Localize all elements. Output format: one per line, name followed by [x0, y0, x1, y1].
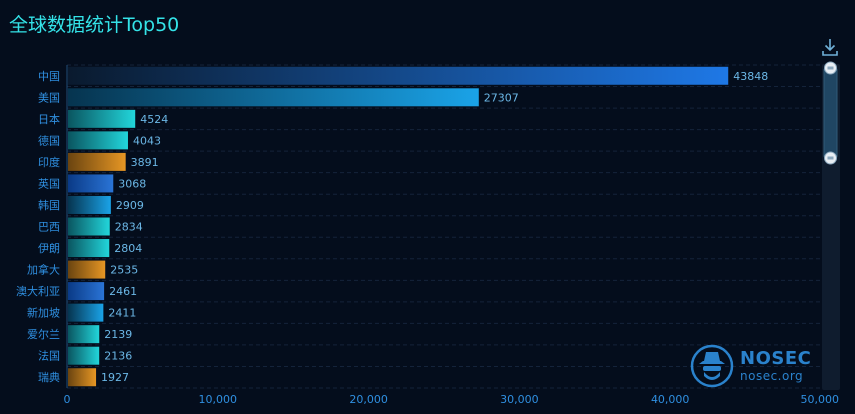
bar[interactable]	[68, 152, 126, 171]
nosec-watermark: NOSEC nosec.org	[690, 344, 812, 390]
bar[interactable]	[68, 325, 100, 344]
zoom-handle-grip	[827, 156, 834, 160]
data-label: 4524	[140, 113, 168, 126]
data-label: 2411	[108, 307, 136, 320]
bar[interactable]	[68, 174, 114, 193]
bar[interactable]	[68, 239, 110, 258]
data-labels: 43848 27307 4524 4043 3891 3068 2909 2834 2804 25…	[101, 70, 768, 384]
y-tick-label: 韩国	[38, 198, 60, 212]
x-tick-label: 40,000	[651, 393, 690, 406]
watermark-url: nosec.org	[740, 369, 804, 383]
chart-title: 全球数据统计Top50	[9, 14, 180, 36]
bars	[68, 66, 729, 387]
data-label: 2139	[104, 328, 132, 341]
y-tick-label: 爱尔兰	[27, 328, 60, 341]
x-axis: 0 10,000 20,000 30,000 40,000 50,000	[64, 393, 840, 406]
data-label: 27307	[484, 91, 519, 104]
bar[interactable]	[68, 260, 106, 279]
bar[interactable]	[68, 346, 100, 365]
y-tick-label: 法国	[38, 349, 60, 363]
y-tick-label: 中国	[38, 70, 60, 83]
data-label: 2909	[116, 199, 144, 212]
y-tick-label: 英国	[38, 176, 60, 190]
bar[interactable]	[68, 303, 104, 322]
y-tick-label: 加拿大	[27, 263, 60, 277]
bar[interactable]	[68, 131, 128, 150]
y-tick-label: 伊朗	[38, 242, 60, 255]
data-label: 43848	[733, 70, 768, 83]
x-tick-label: 0	[64, 393, 71, 406]
bar[interactable]	[68, 88, 479, 107]
y-tick-label: 美国	[38, 91, 60, 104]
bar[interactable]	[68, 66, 729, 85]
x-tick-label: 30,000	[500, 393, 539, 406]
bar[interactable]	[68, 217, 110, 236]
zoom-handle-grip	[827, 66, 834, 70]
data-label: 2535	[110, 264, 138, 277]
y-tick-label: 日本	[38, 112, 60, 126]
data-label: 1927	[101, 371, 129, 384]
y-tick-label: 新加坡	[27, 306, 60, 320]
bar[interactable]	[68, 109, 136, 128]
x-tick-label: 50,000	[801, 393, 840, 406]
y-tick-label: 德国	[38, 133, 60, 147]
x-tick-label: 10,000	[199, 393, 238, 406]
download-icon[interactable]	[821, 37, 839, 57]
data-label: 3068	[118, 177, 146, 190]
data-label: 2136	[104, 350, 132, 363]
y-tick-label: 印度	[38, 155, 60, 169]
x-tick-label: 20,000	[349, 393, 388, 406]
grid-lines	[66, 64, 821, 389]
zoom-selected-range[interactable]	[823, 67, 838, 159]
watermark-brand: NOSEC	[740, 348, 812, 369]
data-label: 4043	[133, 134, 161, 147]
bar[interactable]	[68, 368, 97, 387]
bar[interactable]	[68, 282, 105, 301]
y-tick-label: 澳大利亚	[16, 284, 60, 298]
y-tick-label: 巴西	[38, 221, 60, 234]
y-tick-label: 瑞典	[38, 370, 60, 384]
spy-hat-icon	[690, 344, 734, 388]
bar[interactable]	[68, 195, 111, 214]
data-label: 3891	[131, 156, 159, 169]
data-label: 2461	[109, 285, 137, 298]
data-zoom-slider	[822, 61, 840, 390]
data-label: 2834	[115, 221, 143, 234]
data-label: 2804	[114, 242, 142, 255]
